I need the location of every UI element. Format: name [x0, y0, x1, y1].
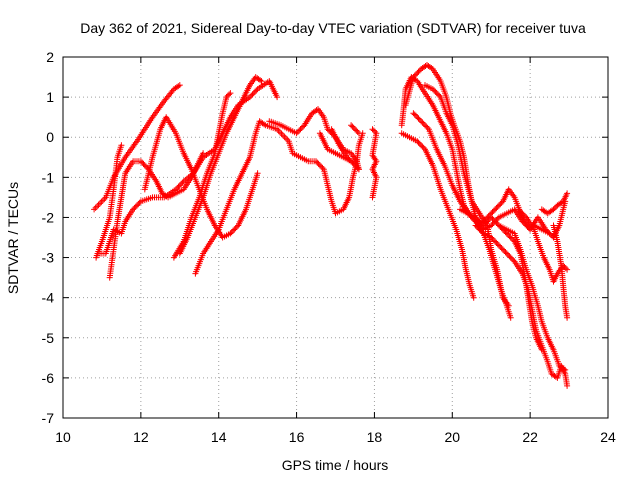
x-tick-label: 20: [444, 429, 460, 445]
x-tick-label: 16: [289, 429, 305, 445]
x-tick-labels: 10 12 14 16 18 20 22 24: [55, 429, 616, 445]
axis-ticks: [62, 56, 609, 419]
plus-markers: [192, 118, 366, 277]
plus-markers: [538, 190, 571, 217]
y-tick-label: -7: [42, 410, 55, 426]
plus-markers: [496, 222, 569, 373]
plus-markers: [515, 206, 571, 285]
data-track: [176, 74, 265, 257]
y-tick-label: -4: [42, 290, 55, 306]
data-track: [550, 222, 571, 321]
y-tick-label: 0: [46, 129, 54, 145]
plus-markers: [398, 130, 477, 301]
data-track: [496, 222, 569, 373]
y-tick-label: -1: [42, 169, 55, 185]
plus-markers: [369, 126, 380, 201]
data-track: [348, 122, 362, 137]
x-axis-label: GPS time / hours: [282, 457, 389, 473]
plus-markers: [550, 222, 571, 321]
plot-frame: [62, 56, 609, 419]
plus-markers: [422, 82, 512, 309]
plus-markers: [93, 142, 125, 261]
x-tick-label: 22: [522, 429, 538, 445]
y-tick-label: 2: [46, 49, 54, 65]
data-track: [192, 118, 366, 277]
x-tick-label: 14: [211, 429, 227, 445]
x-tick-label: 10: [55, 429, 71, 445]
data-points: [91, 62, 571, 389]
grid: [63, 57, 608, 418]
x-tick-label: 18: [367, 429, 383, 445]
y-tick-label: -5: [42, 330, 55, 346]
x-tick-label: 24: [600, 429, 616, 445]
chart-title: Day 362 of 2021, Sidereal Day-to-day VTE…: [80, 20, 586, 36]
y-tick-labels: -7 -6 -5 -4 -3 -2 -1 0 1 2: [42, 49, 55, 426]
y-tick-label: -3: [42, 250, 55, 266]
data-track: [538, 190, 571, 217]
y-tick-label: -2: [42, 209, 55, 225]
data-track: [93, 142, 125, 261]
x-tick-label: 12: [133, 429, 149, 445]
y-tick-label: 1: [46, 89, 54, 105]
plus-markers: [348, 122, 362, 137]
plus-markers: [176, 74, 265, 257]
data-track: [422, 82, 512, 309]
data-track: [515, 206, 571, 285]
data-track: [398, 130, 477, 301]
plus-markers: [328, 126, 362, 173]
y-tick-label: -6: [42, 370, 55, 386]
data-track: [369, 126, 380, 201]
y-axis-label: SDTVAR / TECUs: [5, 182, 21, 294]
data-track: [328, 126, 362, 173]
